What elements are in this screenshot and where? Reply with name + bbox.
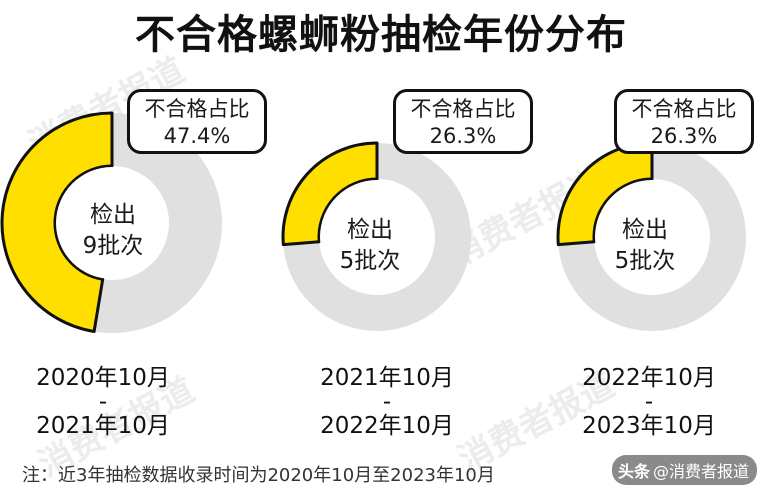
callout-box: 不合格占比 26.3% — [614, 89, 754, 154]
footnote: 注：近3年抽检数据收录时间为2020年10月至2023年10月 — [22, 465, 495, 486]
source-badge: 头条 @消费者报道 — [612, 455, 758, 485]
callout-label: 不合格占比 — [631, 97, 737, 121]
period-start: 2020年10月 — [36, 365, 170, 391]
source-platform: 头条 — [618, 462, 651, 481]
callout-label: 不合格占比 — [410, 97, 516, 121]
donut-slice-fail — [281, 141, 379, 247]
donut-slice-fail — [0, 111, 114, 334]
chart-title: 不合格螺蛳粉抽检年份分布 — [135, 12, 627, 58]
callout-value: 26.3% — [429, 124, 497, 148]
period-dash: - — [382, 389, 392, 415]
period-end: 2022年10月 — [320, 413, 454, 439]
donut-center-label: 检出 5批次 — [600, 215, 690, 277]
period-label: 2021年10月 - 2022年10月 — [302, 366, 472, 438]
center-line2: 5批次 — [339, 248, 401, 274]
period-label: 2020年10月 - 2021年10月 — [18, 366, 188, 438]
donut-hole — [320, 180, 434, 294]
period-start: 2021年10月 — [320, 365, 454, 391]
donut-hole — [595, 180, 709, 294]
center-line2: 5批次 — [614, 248, 676, 274]
callout-box: 不合格占比 26.3% — [393, 89, 533, 154]
period-end: 2023年10月 — [582, 413, 716, 439]
donut-hole — [56, 167, 168, 279]
period-end: 2021年10月 — [36, 413, 170, 439]
callout-label: 不合格占比 — [144, 97, 250, 121]
source-name: @消费者报道 — [653, 462, 750, 481]
period-label: 2022年10月 - 2023年10月 — [564, 366, 734, 438]
donut-center-label: 检出 5批次 — [325, 215, 415, 277]
center-line2: 9批次 — [82, 233, 144, 259]
callout-value: 26.3% — [650, 124, 718, 148]
period-dash: - — [98, 389, 108, 415]
donut-center-label: 检出 9批次 — [68, 200, 158, 262]
center-line1: 检出 — [622, 217, 668, 243]
callout-box: 不合格占比 47.4% — [127, 89, 267, 154]
period-start: 2022年10月 — [582, 365, 716, 391]
callout-value: 47.4% — [163, 124, 231, 148]
period-dash: - — [644, 389, 654, 415]
center-line1: 检出 — [347, 217, 393, 243]
center-line1: 检出 — [90, 202, 136, 228]
